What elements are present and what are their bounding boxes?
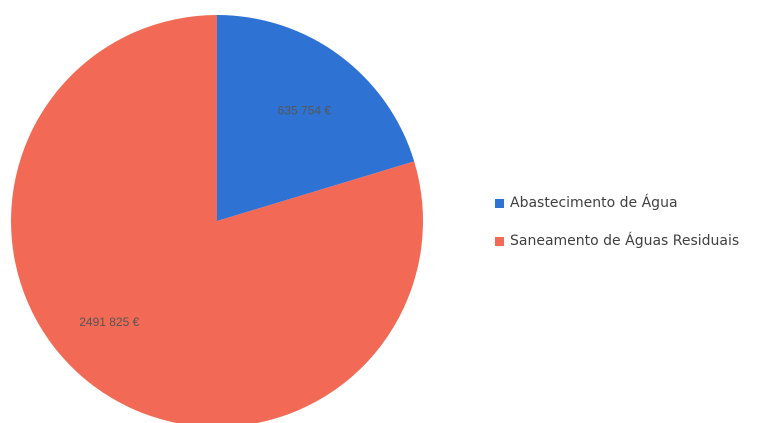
pie-slice-abastecimento [217, 15, 415, 221]
pie-slice-saneamento [11, 15, 423, 423]
legend-item-saneamento: Saneamento de Águas Residuais [495, 231, 739, 251]
legend-label-saneamento: Saneamento de Águas Residuais [510, 233, 740, 249]
legend-swatch-abastecimento [495, 198, 504, 208]
legend-swatch-saneamento [495, 236, 504, 246]
legend-label-abastecimento: Abastecimento de Água [510, 195, 678, 211]
data-label-abastecimento: 635 754 € [278, 104, 332, 118]
chart-legend: Abastecimento de Água Saneamento de Água… [495, 193, 739, 269]
legend-item-abastecimento: Abastecimento de Água [495, 193, 739, 213]
data-label-saneamento: 2491 825 € [79, 315, 139, 329]
